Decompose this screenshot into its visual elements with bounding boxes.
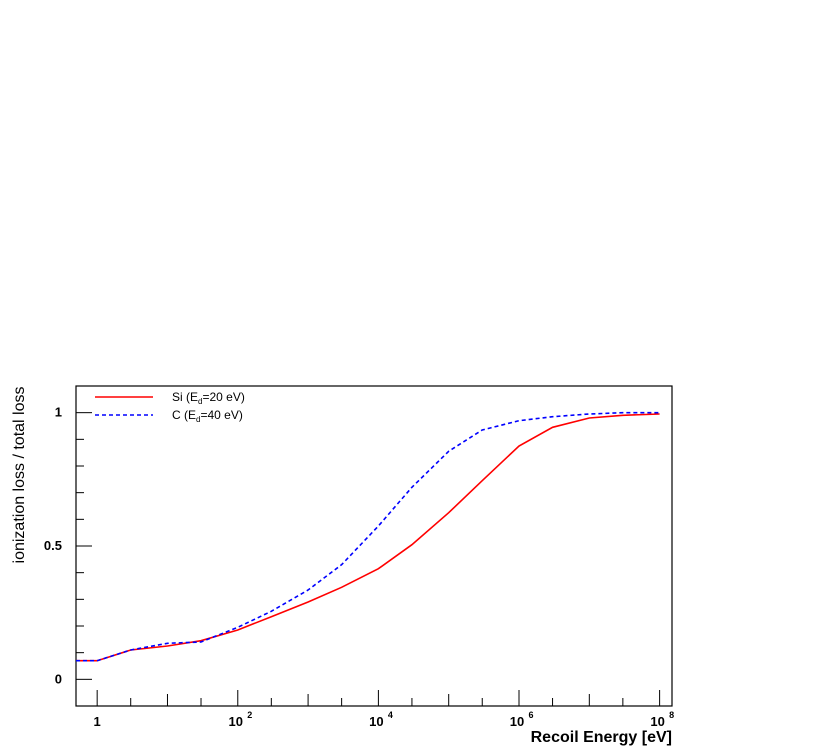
x-axis-title: Recoil Energy [eV] bbox=[531, 729, 672, 746]
x-tick-label: 10 2 bbox=[229, 710, 253, 729]
series-line-c bbox=[76, 411, 660, 662]
y-tick-label: 1 bbox=[55, 405, 62, 420]
legend-label: Si (Ed=20 eV) bbox=[172, 390, 245, 406]
y-tick-label: 0.5 bbox=[44, 538, 62, 553]
svg-text:1: 1 bbox=[94, 714, 101, 729]
x-tick-label: 10 8 bbox=[650, 710, 674, 729]
svg-text:10: 10 bbox=[229, 714, 243, 729]
plot-frame bbox=[75, 385, 673, 707]
legend-entry: Si (Ed=20 eV) bbox=[95, 390, 245, 406]
svg-text:4: 4 bbox=[388, 710, 393, 720]
y-tick-label: 0 bbox=[55, 671, 62, 686]
svg-text:10: 10 bbox=[510, 714, 524, 729]
x-tick-label: 10 6 bbox=[510, 710, 534, 729]
svg-text:8: 8 bbox=[669, 710, 674, 720]
svg-text:10: 10 bbox=[650, 714, 664, 729]
svg-text:6: 6 bbox=[528, 710, 533, 720]
legend-entry: C (Ed=40 eV) bbox=[95, 408, 243, 424]
x-tick-label: 10 4 bbox=[369, 710, 393, 729]
series-line-si bbox=[76, 413, 660, 662]
y-axis-title: ionization loss / total loss bbox=[11, 387, 28, 564]
svg-text:10: 10 bbox=[369, 714, 383, 729]
x-tick-label: 1 bbox=[94, 714, 101, 729]
svg-text:2: 2 bbox=[247, 710, 252, 720]
legend-label: C (Ed=40 eV) bbox=[172, 408, 243, 424]
